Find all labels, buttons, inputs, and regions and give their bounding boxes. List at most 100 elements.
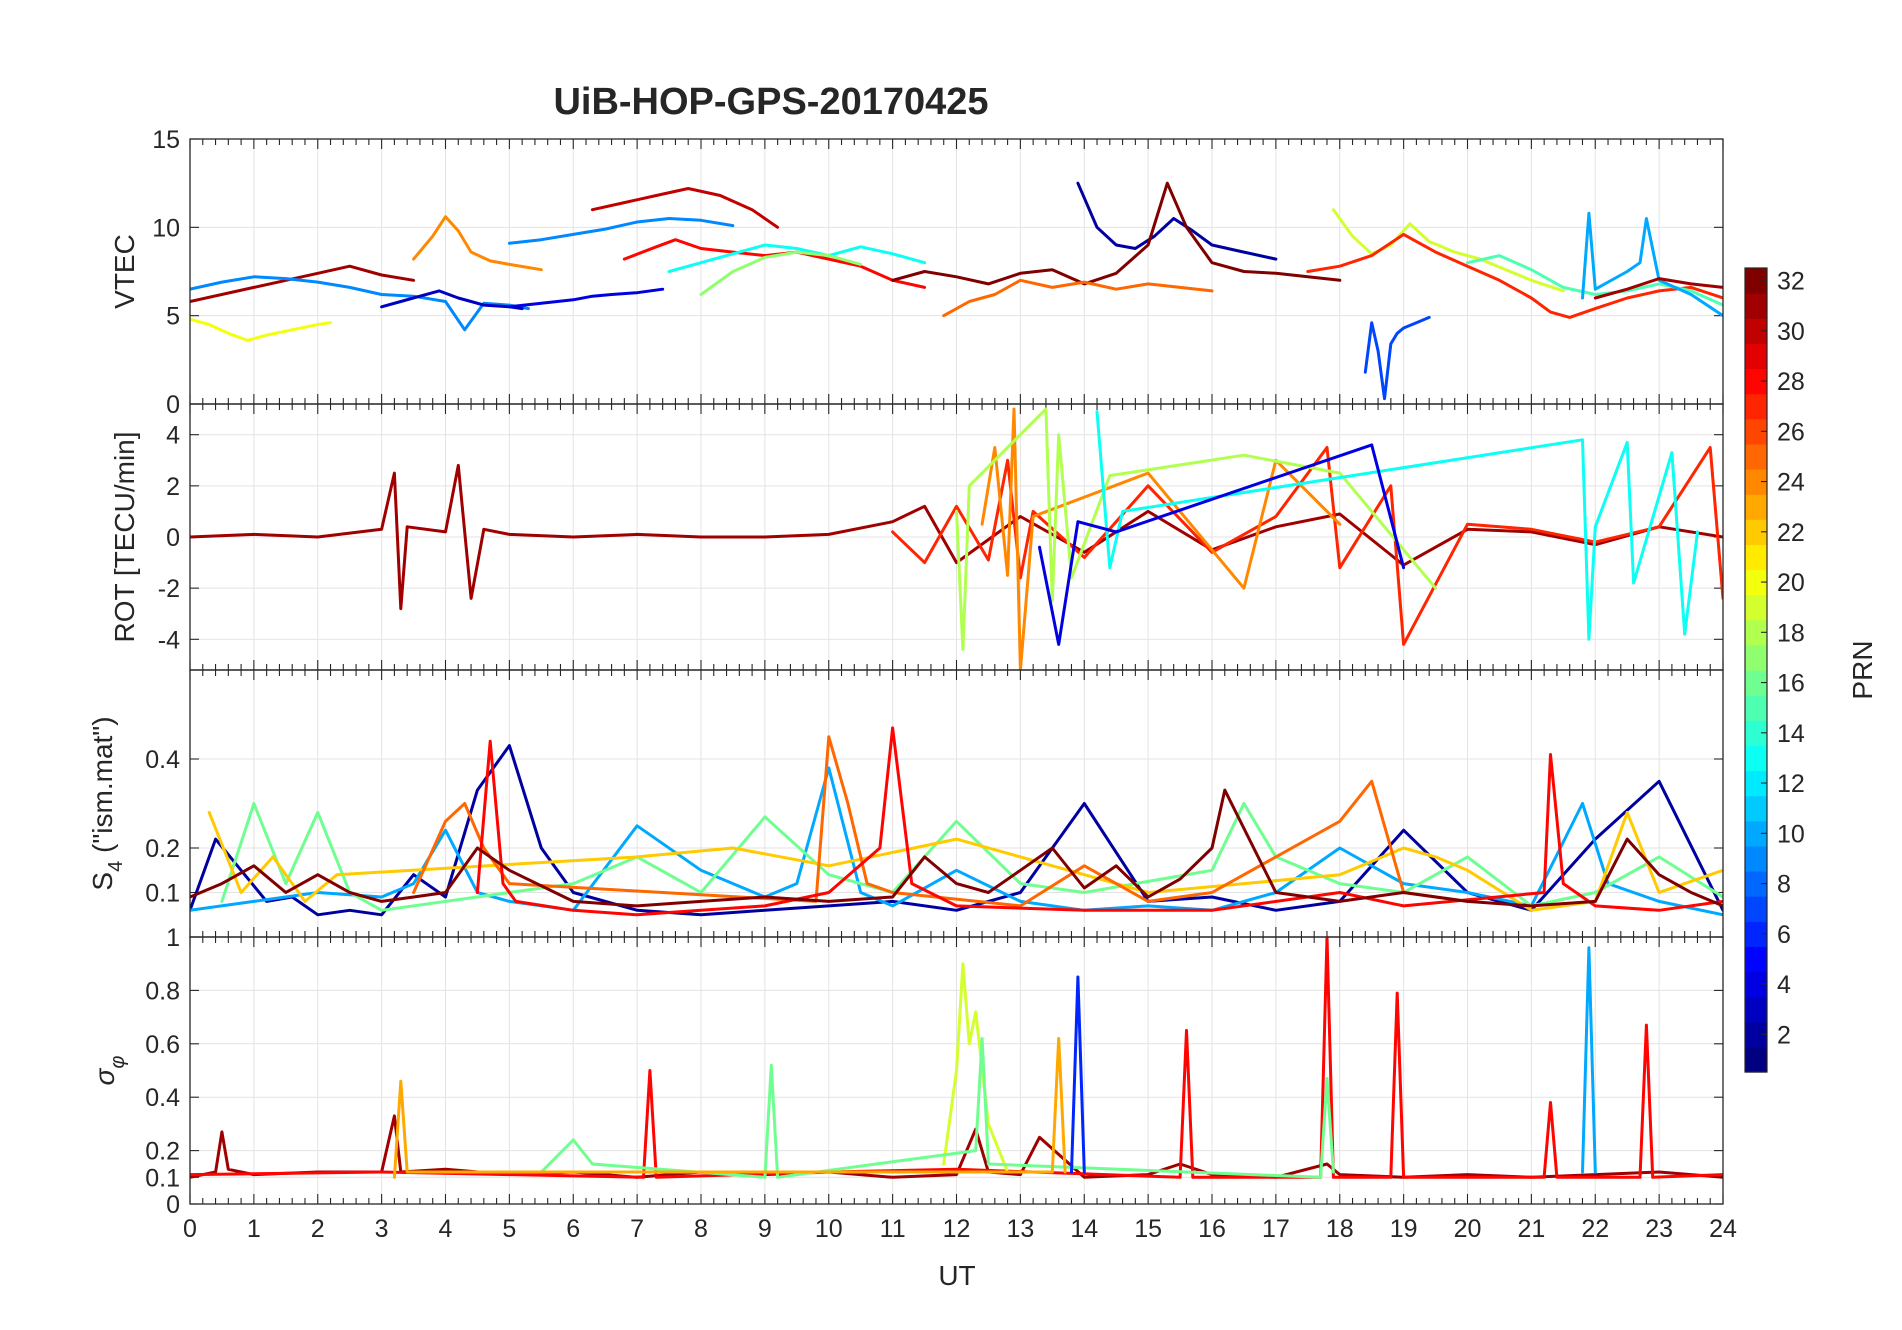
colorbar-cell bbox=[1745, 921, 1767, 947]
series-prn-18 bbox=[955, 407, 1438, 651]
series-prn-32 bbox=[891, 181, 1342, 286]
colorbar-tick-label: 14 bbox=[1777, 720, 1805, 748]
series-prn-19 bbox=[942, 962, 1010, 1174]
x-tick-label: 6 bbox=[566, 1215, 580, 1243]
colorbar-cell bbox=[1745, 293, 1767, 319]
y-tick-label: 0.8 bbox=[145, 977, 180, 1005]
y-tick-label: -4 bbox=[158, 626, 180, 654]
colorbar-cell bbox=[1745, 569, 1767, 596]
series-prn-31 bbox=[190, 463, 1723, 611]
x-tick-label: 4 bbox=[439, 1215, 453, 1243]
colorbar-cell bbox=[1745, 845, 1767, 872]
colorbar-tick-label: 30 bbox=[1777, 318, 1805, 346]
x-tick-label: 19 bbox=[1390, 1215, 1418, 1243]
x-tick-label: 22 bbox=[1581, 1215, 1609, 1243]
series-prn-4 bbox=[1038, 443, 1406, 646]
colorbar-tick-label: 18 bbox=[1777, 619, 1805, 647]
y-tick-label: 15 bbox=[152, 126, 180, 154]
y-tick-label: 0.4 bbox=[145, 746, 180, 774]
x-tick-label: 0 bbox=[183, 1215, 197, 1243]
series-prn-24 bbox=[980, 407, 1342, 670]
colorbar-tick-label: 26 bbox=[1777, 418, 1805, 446]
y-tick-label: 0.1 bbox=[145, 880, 180, 908]
colorbar-label: PRN bbox=[1847, 640, 1878, 699]
series-prn-2 bbox=[1076, 181, 1278, 261]
colorbar-cell bbox=[1745, 1046, 1767, 1073]
series-prn-17 bbox=[699, 250, 863, 296]
x-tick-label: 18 bbox=[1326, 1215, 1354, 1243]
colorbar-tick-label: 12 bbox=[1777, 770, 1805, 798]
x-tick-label: 5 bbox=[502, 1215, 516, 1243]
colorbar-frame bbox=[1744, 267, 1768, 1073]
y-tick-label: 0.1 bbox=[145, 1164, 180, 1192]
panel-vtec: 0 5 10 15 VTEC bbox=[109, 126, 1724, 419]
colorbar-cell bbox=[1745, 795, 1767, 822]
y-tick-label: 1 bbox=[166, 924, 180, 952]
y-tick-label: 0 bbox=[166, 1191, 180, 1219]
series-prn-31 bbox=[1593, 277, 1723, 300]
x-tick-label: 2 bbox=[311, 1215, 325, 1243]
series-prn-23 bbox=[392, 1037, 1067, 1179]
y-tick-label: 5 bbox=[166, 303, 180, 331]
colorbar-cell bbox=[1745, 770, 1767, 797]
x-tick-label: 24 bbox=[1709, 1215, 1737, 1243]
y-axis-label: VTEC bbox=[109, 234, 140, 309]
y-tick-label: 0.2 bbox=[145, 1138, 180, 1166]
colorbar-cell bbox=[1745, 418, 1767, 445]
y-tick-label: 2 bbox=[166, 473, 180, 501]
colorbar-cell bbox=[1745, 695, 1767, 721]
colorbar-cell bbox=[1745, 469, 1767, 495]
y-tick-label: 4 bbox=[166, 422, 180, 450]
colorbar-cell bbox=[1745, 268, 1767, 294]
x-tick-label: 11 bbox=[880, 1215, 906, 1243]
y-tick-label: 0 bbox=[166, 524, 180, 552]
series-prn-28 bbox=[190, 937, 1723, 1179]
series-prn-20 bbox=[190, 317, 332, 342]
series-prn-7 bbox=[1363, 315, 1431, 401]
series-prn-16 bbox=[539, 1037, 1335, 1179]
series-prn-30 bbox=[590, 187, 780, 229]
series-prn-27 bbox=[891, 446, 1723, 646]
colorbar-tick-label: 8 bbox=[1777, 871, 1791, 899]
series-prn-10 bbox=[1581, 946, 1597, 1174]
colorbar-cell bbox=[1745, 1021, 1767, 1048]
colorbar-tick-label: 24 bbox=[1777, 469, 1805, 497]
colorbar-cell bbox=[1745, 871, 1767, 897]
series-prn-27 bbox=[1306, 232, 1723, 319]
series-group bbox=[190, 181, 1723, 401]
panel-s4: 0.1 0.2 0.4 S4 ("ism.mat") bbox=[87, 669, 1724, 938]
series-prn-32 bbox=[190, 788, 1723, 908]
y-tick-label: 0 bbox=[166, 391, 180, 419]
series-prn-10 bbox=[1581, 211, 1723, 318]
y-axis-label: σφ bbox=[89, 1056, 129, 1086]
series-prn-28 bbox=[475, 726, 1723, 917]
colorbar-tick-label: 2 bbox=[1777, 1021, 1791, 1049]
colorbar-cell bbox=[1745, 544, 1767, 571]
colorbar-tick-label: 4 bbox=[1777, 971, 1791, 999]
colorbar-cell bbox=[1745, 519, 1767, 545]
colorbar-tick-label: 22 bbox=[1777, 519, 1805, 547]
colorbar-tick-label: 28 bbox=[1777, 368, 1805, 396]
series-prn-13 bbox=[667, 243, 927, 273]
series-prn-31 bbox=[190, 264, 416, 303]
colorbar-tick-label: 16 bbox=[1777, 670, 1805, 698]
y-tick-label: -2 bbox=[158, 575, 180, 603]
series-prn-25 bbox=[942, 278, 1214, 318]
colorbar-cell bbox=[1745, 820, 1767, 847]
colorbar-cell bbox=[1745, 393, 1767, 420]
colorbar-tick-label: 6 bbox=[1777, 921, 1791, 949]
y-tick-label: 0.6 bbox=[145, 1031, 180, 1059]
colorbar-cell bbox=[1745, 443, 1767, 470]
x-tick-label: 3 bbox=[375, 1215, 389, 1243]
x-tick-label: 13 bbox=[1006, 1215, 1034, 1243]
colorbar-cell bbox=[1745, 619, 1767, 646]
series-prn-24 bbox=[412, 215, 543, 272]
colorbar-tick-label: 32 bbox=[1777, 268, 1805, 296]
x-tick-label: 16 bbox=[1198, 1215, 1226, 1243]
colorbar-cell bbox=[1745, 971, 1767, 998]
colorbar-cell bbox=[1745, 670, 1767, 696]
series-prn-9 bbox=[507, 217, 735, 245]
